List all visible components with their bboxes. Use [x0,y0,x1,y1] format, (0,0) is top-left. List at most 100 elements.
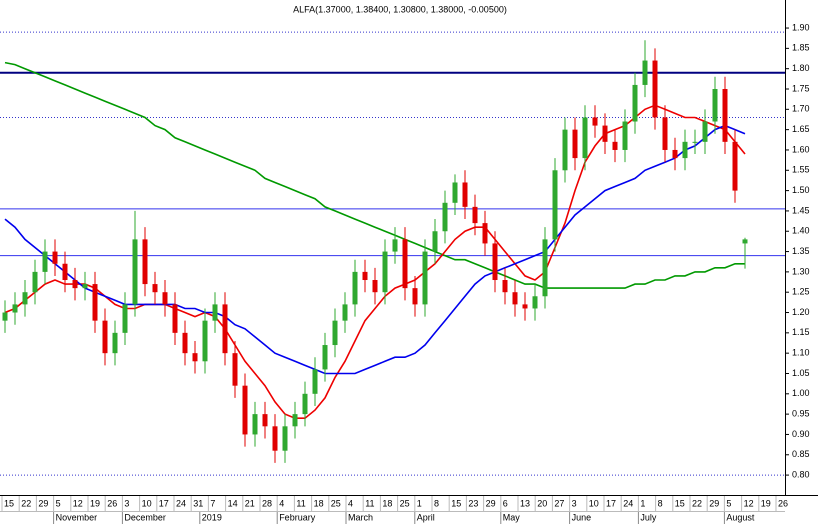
candle-body [372,280,378,293]
candle-body [402,239,408,289]
y-tick-label: 1.15 [792,327,810,337]
candle-body [612,141,618,150]
candle-body [92,284,98,321]
candle-body [472,206,478,224]
candle-body [452,182,458,203]
candle-body [642,60,648,85]
candle-body [662,117,668,150]
candle-body [702,121,708,142]
candle-body [252,414,258,435]
candle-body [122,304,128,333]
candle-body [312,369,318,394]
candle-body [342,304,348,321]
candle-body [202,320,208,362]
x-tick-label: 10 [142,498,152,508]
x-tick-label: 29 [709,498,719,508]
candle-body [712,89,718,122]
candle-body [572,129,578,159]
x-tick-label: 24 [623,498,633,508]
candle-body [52,251,58,264]
month-label: February [279,512,316,522]
moving-average [4,104,746,419]
x-tick-label: 6 [503,498,508,508]
candle-body [212,304,218,321]
x-tick-label: 5 [726,498,731,508]
x-tick-label: 19 [761,498,771,508]
x-tick-label: 15 [451,498,461,508]
y-tick-label: 1.75 [792,83,810,93]
candle-body [482,223,488,244]
month-label: July [640,512,657,522]
candle-body [592,117,598,126]
x-tick-label: 28 [262,498,272,508]
x-tick-label: 14 [228,498,238,508]
candle-body [332,320,338,346]
candle-body [652,60,658,118]
candle-body [272,426,278,451]
x-tick-label: 12 [73,498,83,508]
x-tick-label: 8 [658,498,663,508]
candle-body [522,304,528,309]
x-tick-label: 15 [4,498,14,508]
y-tick-label: 1.50 [792,185,810,195]
x-tick-label: 21 [245,498,255,508]
candle-body [242,385,248,435]
chart-title: ALFA(1.37000, 1.38400, 1.30800, 1.38000,… [293,4,507,14]
candle-body [412,288,418,305]
month-label: March [348,512,373,522]
x-tick-label: 11 [296,498,305,508]
candle-body [462,182,468,207]
x-tick-label: 19 [90,498,100,508]
candle-body [632,84,638,122]
x-tick-label: 25 [331,498,341,508]
x-tick-label: 3 [572,498,577,508]
x-tick-label: 5 [56,498,61,508]
x-tick-label: 31 [193,498,203,508]
x-tick-label: 29 [486,498,496,508]
x-tick-label: 12 [744,498,754,508]
candle-body [22,292,28,305]
y-tick-label: 1.40 [792,226,810,236]
x-tick-label: 26 [778,498,788,508]
candle-body [382,251,388,293]
y-tick-label: 1.70 [792,104,810,114]
x-tick-label: 26 [107,498,117,508]
candle-body [282,426,288,451]
month-label: August [726,512,755,522]
candle-body [532,296,538,309]
y-tick-label: 1.65 [792,124,810,134]
candle-body [562,129,568,171]
y-tick-label: 1.25 [792,287,810,297]
x-tick-label: 1 [640,498,645,508]
month-label: June [572,512,592,522]
candle-body [112,332,118,354]
candle-body [232,353,238,386]
x-tick-label: 11 [365,498,374,508]
x-tick-label: 4 [348,498,353,508]
candle-body [322,345,328,370]
month-label: December [124,512,166,522]
x-tick-label: 17 [606,498,616,508]
y-tick-label: 1.60 [792,144,810,154]
candle-body [182,332,188,354]
candle-body [142,239,148,285]
candle-body [132,239,138,305]
y-tick-label: 0.90 [792,429,810,439]
candle-body [622,121,628,150]
candle-body [192,353,198,362]
candle-body [12,304,18,313]
x-tick-label: 15 [675,498,685,508]
x-tick-label: 25 [400,498,410,508]
month-label: April [417,512,435,522]
month-label: May [503,512,521,522]
x-tick-label: 17 [159,498,169,508]
x-tick-label: 1 [417,498,422,508]
candle-body [2,312,8,321]
candle-body [602,125,608,142]
y-tick-label: 1.85 [792,43,810,53]
x-tick-label: 18 [382,498,392,508]
candle-body [442,202,448,232]
candle-body [732,141,738,191]
